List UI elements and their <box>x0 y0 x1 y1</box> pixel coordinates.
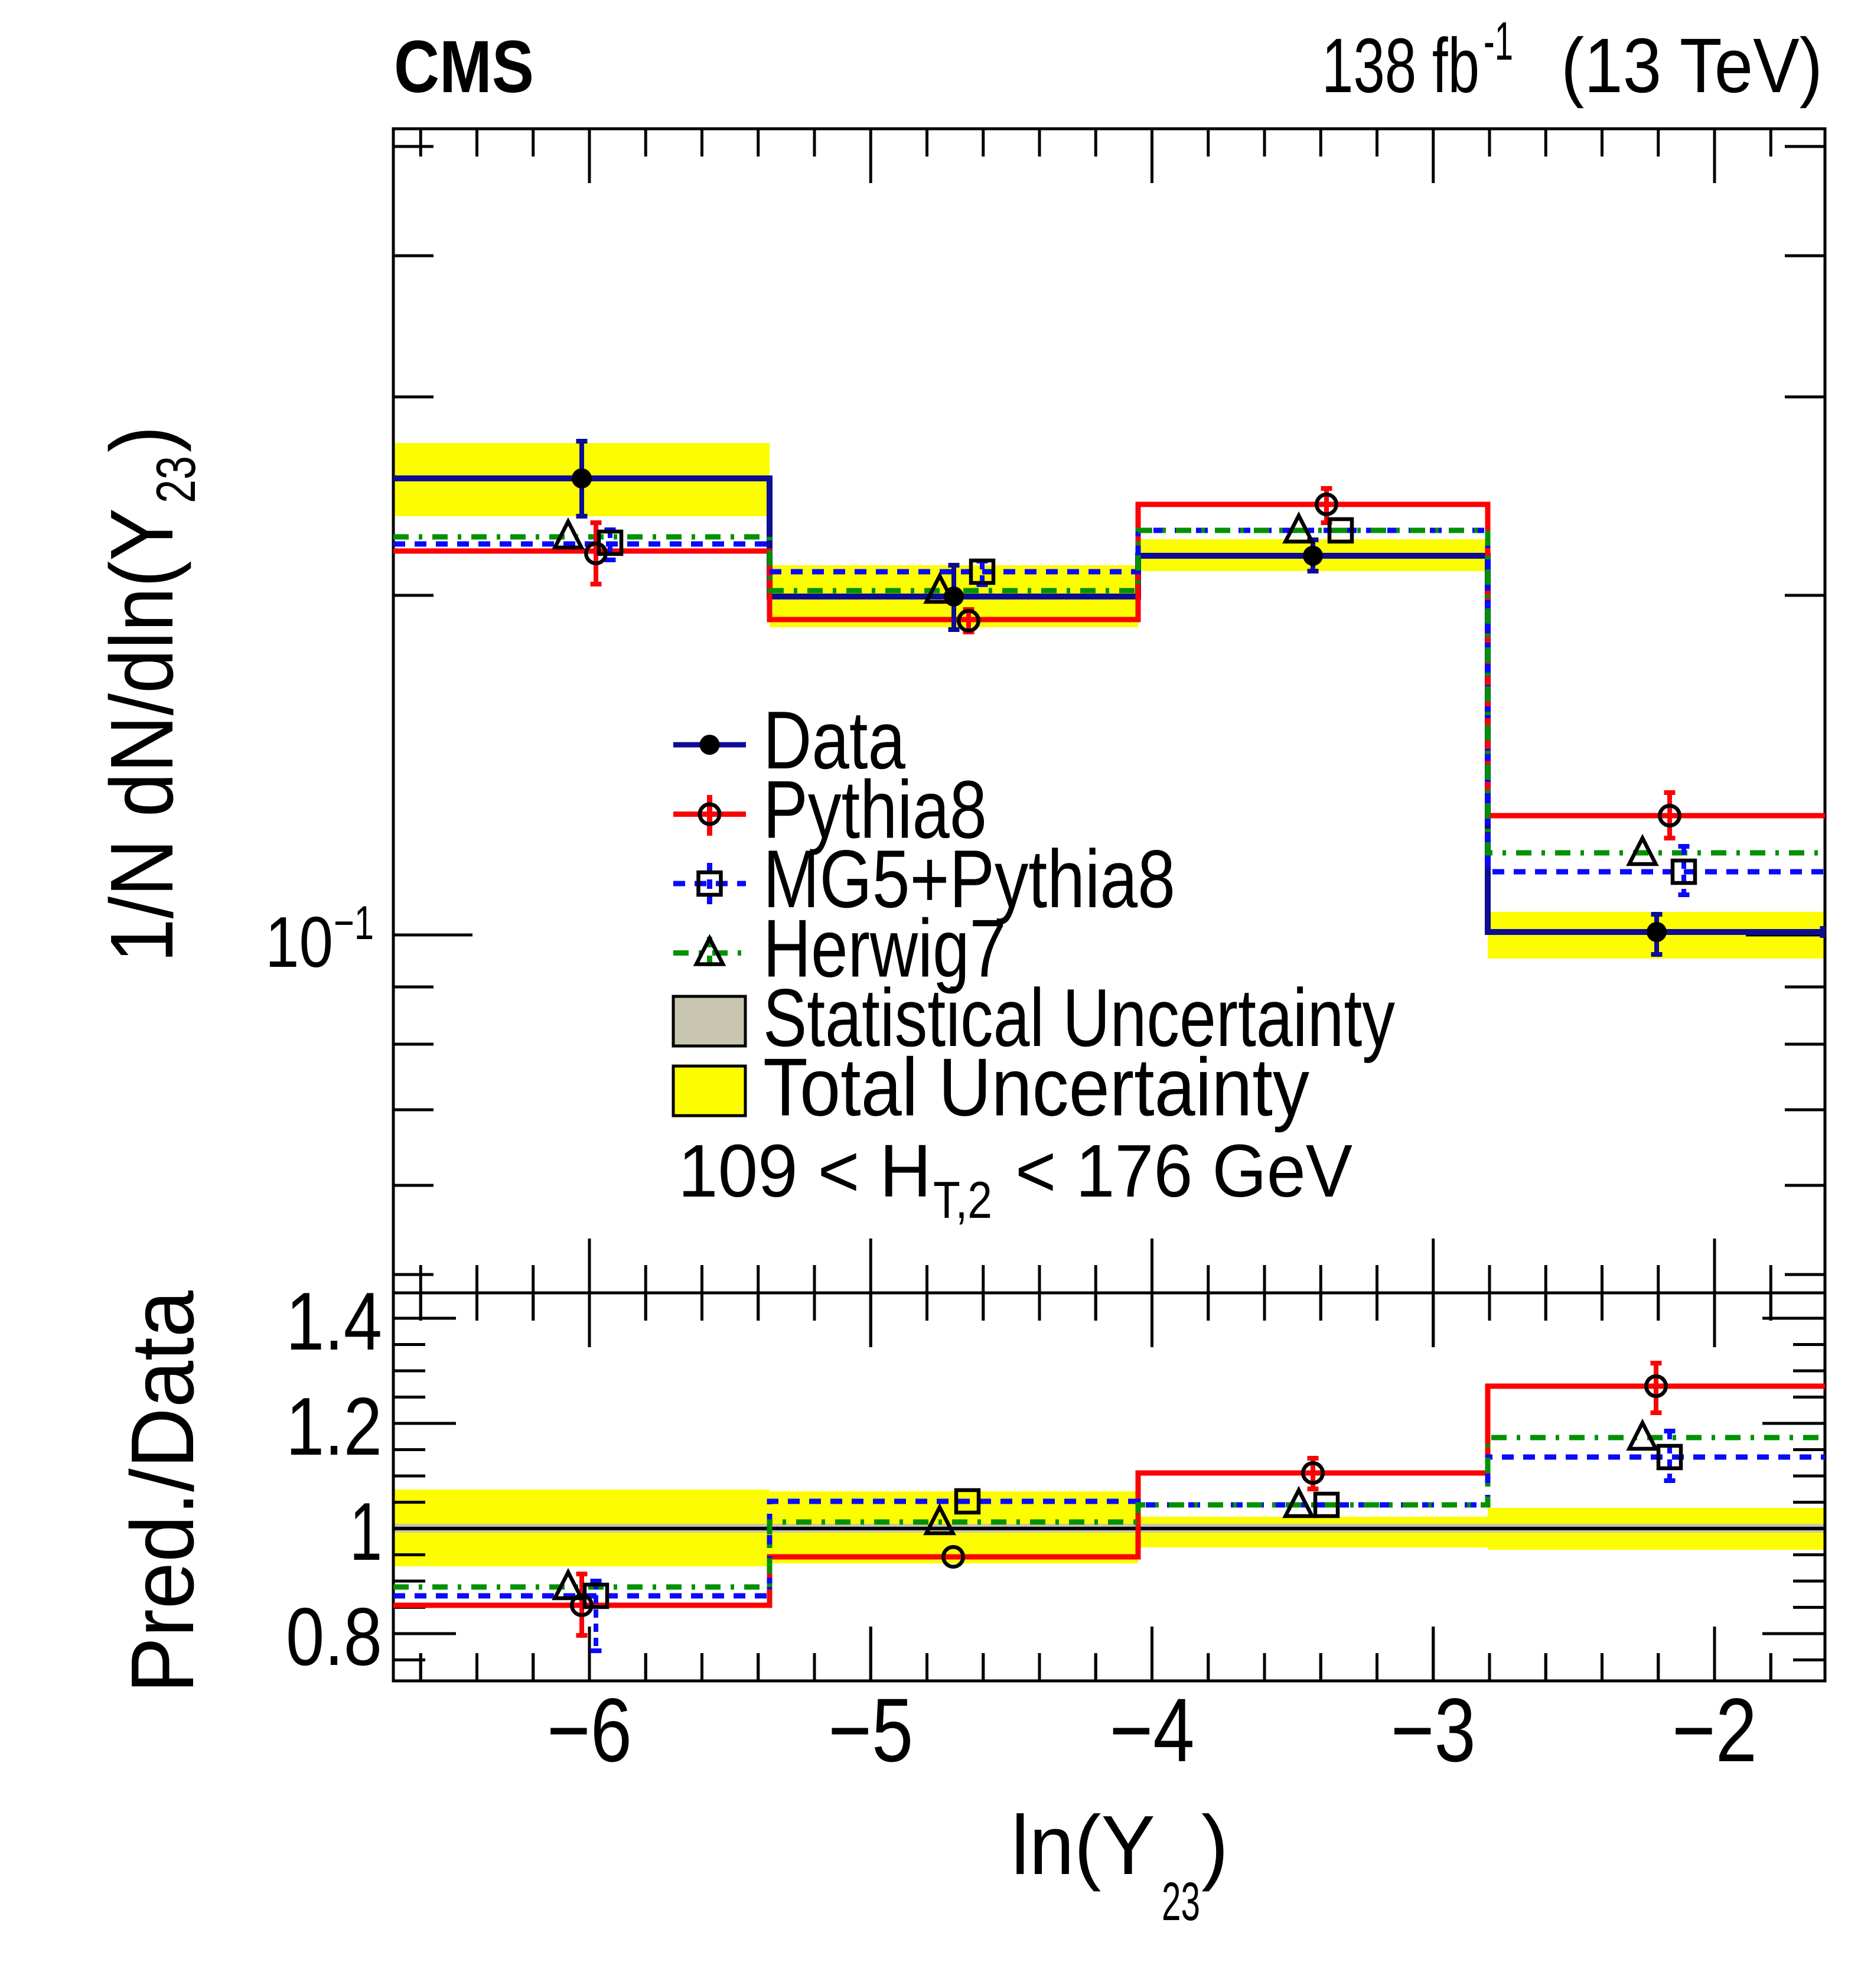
svg-text:MG5+Pythia8: MG5+Pythia8 <box>763 833 1175 925</box>
svg-text:−6: −6 <box>547 1680 632 1781</box>
svg-text:−4: −4 <box>1110 1680 1195 1781</box>
svg-text:(13 TeV): (13 TeV) <box>1561 22 1823 109</box>
svg-text:ln(Y: ln(Y <box>1011 1798 1155 1892</box>
svg-text:Pythia8: Pythia8 <box>763 764 987 856</box>
svg-text:23: 23 <box>145 456 207 503</box>
svg-text:−3: −3 <box>1391 1680 1476 1781</box>
svg-text:23: 23 <box>1162 1872 1200 1932</box>
svg-text:Statistical Uncertainty: Statistical Uncertainty <box>763 972 1395 1064</box>
svg-text:0.8: 0.8 <box>286 1591 382 1683</box>
svg-text:1/N dN/dln(Y: 1/N dN/dln(Y <box>92 508 191 963</box>
svg-text:< 176 GeV: < 176 GeV <box>1015 1129 1352 1213</box>
svg-text:−2: −2 <box>1672 1680 1757 1781</box>
svg-text:−5: −5 <box>828 1680 913 1781</box>
svg-text:1.4: 1.4 <box>286 1276 382 1367</box>
svg-text:10: 10 <box>265 902 333 982</box>
svg-text:T,2: T,2 <box>933 1171 992 1229</box>
svg-text:1: 1 <box>350 1486 382 1578</box>
svg-text:Herwig7: Herwig7 <box>763 903 1006 995</box>
svg-text:): ) <box>92 426 191 452</box>
svg-text:Total Uncertainty: Total Uncertainty <box>763 1042 1309 1133</box>
svg-text:109 < H: 109 < H <box>678 1129 931 1213</box>
svg-text:-1: -1 <box>1484 11 1513 71</box>
svg-text:Data: Data <box>763 695 906 786</box>
svg-text:138 fb: 138 fb <box>1322 22 1479 109</box>
svg-text:CMS: CMS <box>394 26 534 108</box>
svg-text:): ) <box>1201 1798 1228 1892</box>
svg-text:1.2: 1.2 <box>286 1381 382 1472</box>
svg-text:−1: −1 <box>334 897 374 950</box>
svg-text:Pred./Data: Pred./Data <box>112 1290 212 1693</box>
